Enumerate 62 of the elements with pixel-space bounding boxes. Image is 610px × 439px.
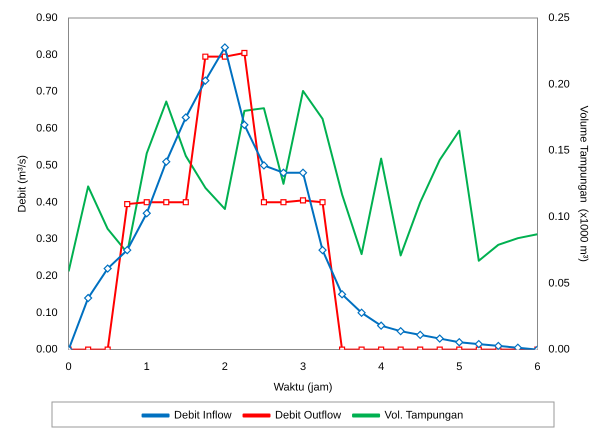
y-tick-label: 0.60 <box>36 122 58 135</box>
point <box>241 50 248 56</box>
point <box>84 294 92 302</box>
y2-axis-title: Volume Tampungan (x1000 m³) <box>577 106 590 262</box>
point <box>104 264 112 273</box>
point <box>123 246 132 254</box>
x-tick-label: 3 <box>300 361 306 374</box>
point <box>163 199 170 206</box>
y-tick-label: 0.80 <box>36 48 58 61</box>
y-tick-label: 0.00 <box>36 344 58 356</box>
point <box>338 290 346 298</box>
y2-tick-label: 0.15 <box>548 144 570 157</box>
point <box>318 246 327 254</box>
point <box>416 330 424 339</box>
point <box>298 168 308 177</box>
y-tick-label: 0.30 <box>36 233 58 246</box>
y-tick-label: 0.10 <box>36 306 58 319</box>
x-tick-label: 4 <box>378 361 384 374</box>
legend-label: Vol. Tampungan <box>384 410 464 422</box>
point <box>474 340 483 348</box>
y-tick-label: 0.50 <box>36 159 58 172</box>
y-tick-label: 0.90 <box>36 12 58 24</box>
point <box>358 308 366 317</box>
y2-tick-label: 0.05 <box>548 277 570 290</box>
point <box>377 322 386 330</box>
point <box>260 161 268 170</box>
point <box>144 199 150 206</box>
point <box>182 199 189 206</box>
point <box>300 197 306 204</box>
point <box>260 199 268 206</box>
y-tick-label: 0.40 <box>36 196 58 208</box>
y2-tick-label: 0.20 <box>548 78 570 90</box>
point <box>396 327 405 336</box>
point <box>142 209 151 218</box>
x-tick-label: 2 <box>222 361 228 374</box>
point <box>280 199 287 206</box>
point <box>220 43 229 52</box>
point <box>182 113 190 122</box>
x-tick-label: 5 <box>456 361 462 374</box>
point <box>436 334 444 343</box>
point <box>319 199 326 206</box>
point <box>240 120 249 129</box>
y-tick-label: 0.20 <box>36 270 58 282</box>
x-tick-label: 1 <box>144 361 150 374</box>
point <box>201 76 210 85</box>
point <box>494 342 502 350</box>
y2-tick-label: 0.00 <box>548 344 570 356</box>
point <box>279 168 288 177</box>
point <box>455 338 464 346</box>
y-axis-title: Debit (m³/s) <box>16 155 29 213</box>
point <box>162 158 170 166</box>
point <box>124 200 130 208</box>
y2-tick-label: 0.10 <box>548 210 570 223</box>
x-tick-label: 6 <box>534 361 540 374</box>
y2-tick-label: 0.25 <box>548 12 570 24</box>
point <box>202 54 208 60</box>
point <box>514 344 522 350</box>
y-tick-label: 0.70 <box>36 86 58 98</box>
x-tick-label: 0 <box>66 361 72 374</box>
x-axis-title: Waktu (jam) <box>274 381 332 394</box>
legend-label: Debit Inflow <box>174 410 232 422</box>
legend-label: Debit Outflow <box>275 410 342 422</box>
